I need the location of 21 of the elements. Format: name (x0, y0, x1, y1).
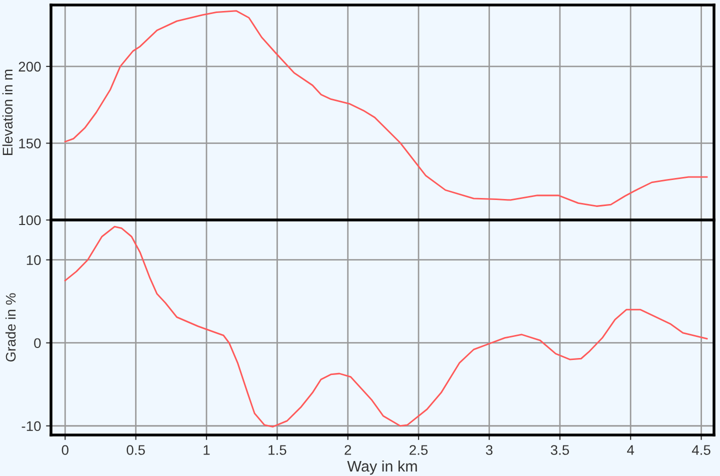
x-tick-label: 2 (344, 445, 352, 455)
x-tick-label: 0 (62, 445, 68, 455)
x-tick-label: 2.5 (410, 445, 428, 455)
y-tick-label: -10 (22, 421, 41, 432)
y-tick-label: 10 (26, 255, 41, 266)
y-tick-label: 0 (34, 338, 41, 348)
x-tick-label: 3.5 (550, 445, 569, 455)
x-axis-title: Way in km (347, 460, 417, 475)
y-tick-label: 100 (19, 215, 41, 226)
x-tick-label: 3 (486, 445, 492, 455)
x-tick-label: 4.5 (692, 445, 710, 455)
x-tick-label: 4 (627, 445, 634, 455)
line-series (64, 10, 708, 207)
y-axis-title: Elevation in m (2, 70, 13, 155)
line-series (64, 226, 708, 428)
y-tick-label: 200 (18, 62, 41, 72)
y-axis-title: Grade in % (5, 293, 16, 362)
y-tick-label: 150 (19, 138, 41, 148)
x-tick-label: 0.5 (126, 445, 145, 455)
x-tick-label: 1 (204, 445, 210, 455)
x-tick-label: 1.5 (268, 445, 286, 455)
